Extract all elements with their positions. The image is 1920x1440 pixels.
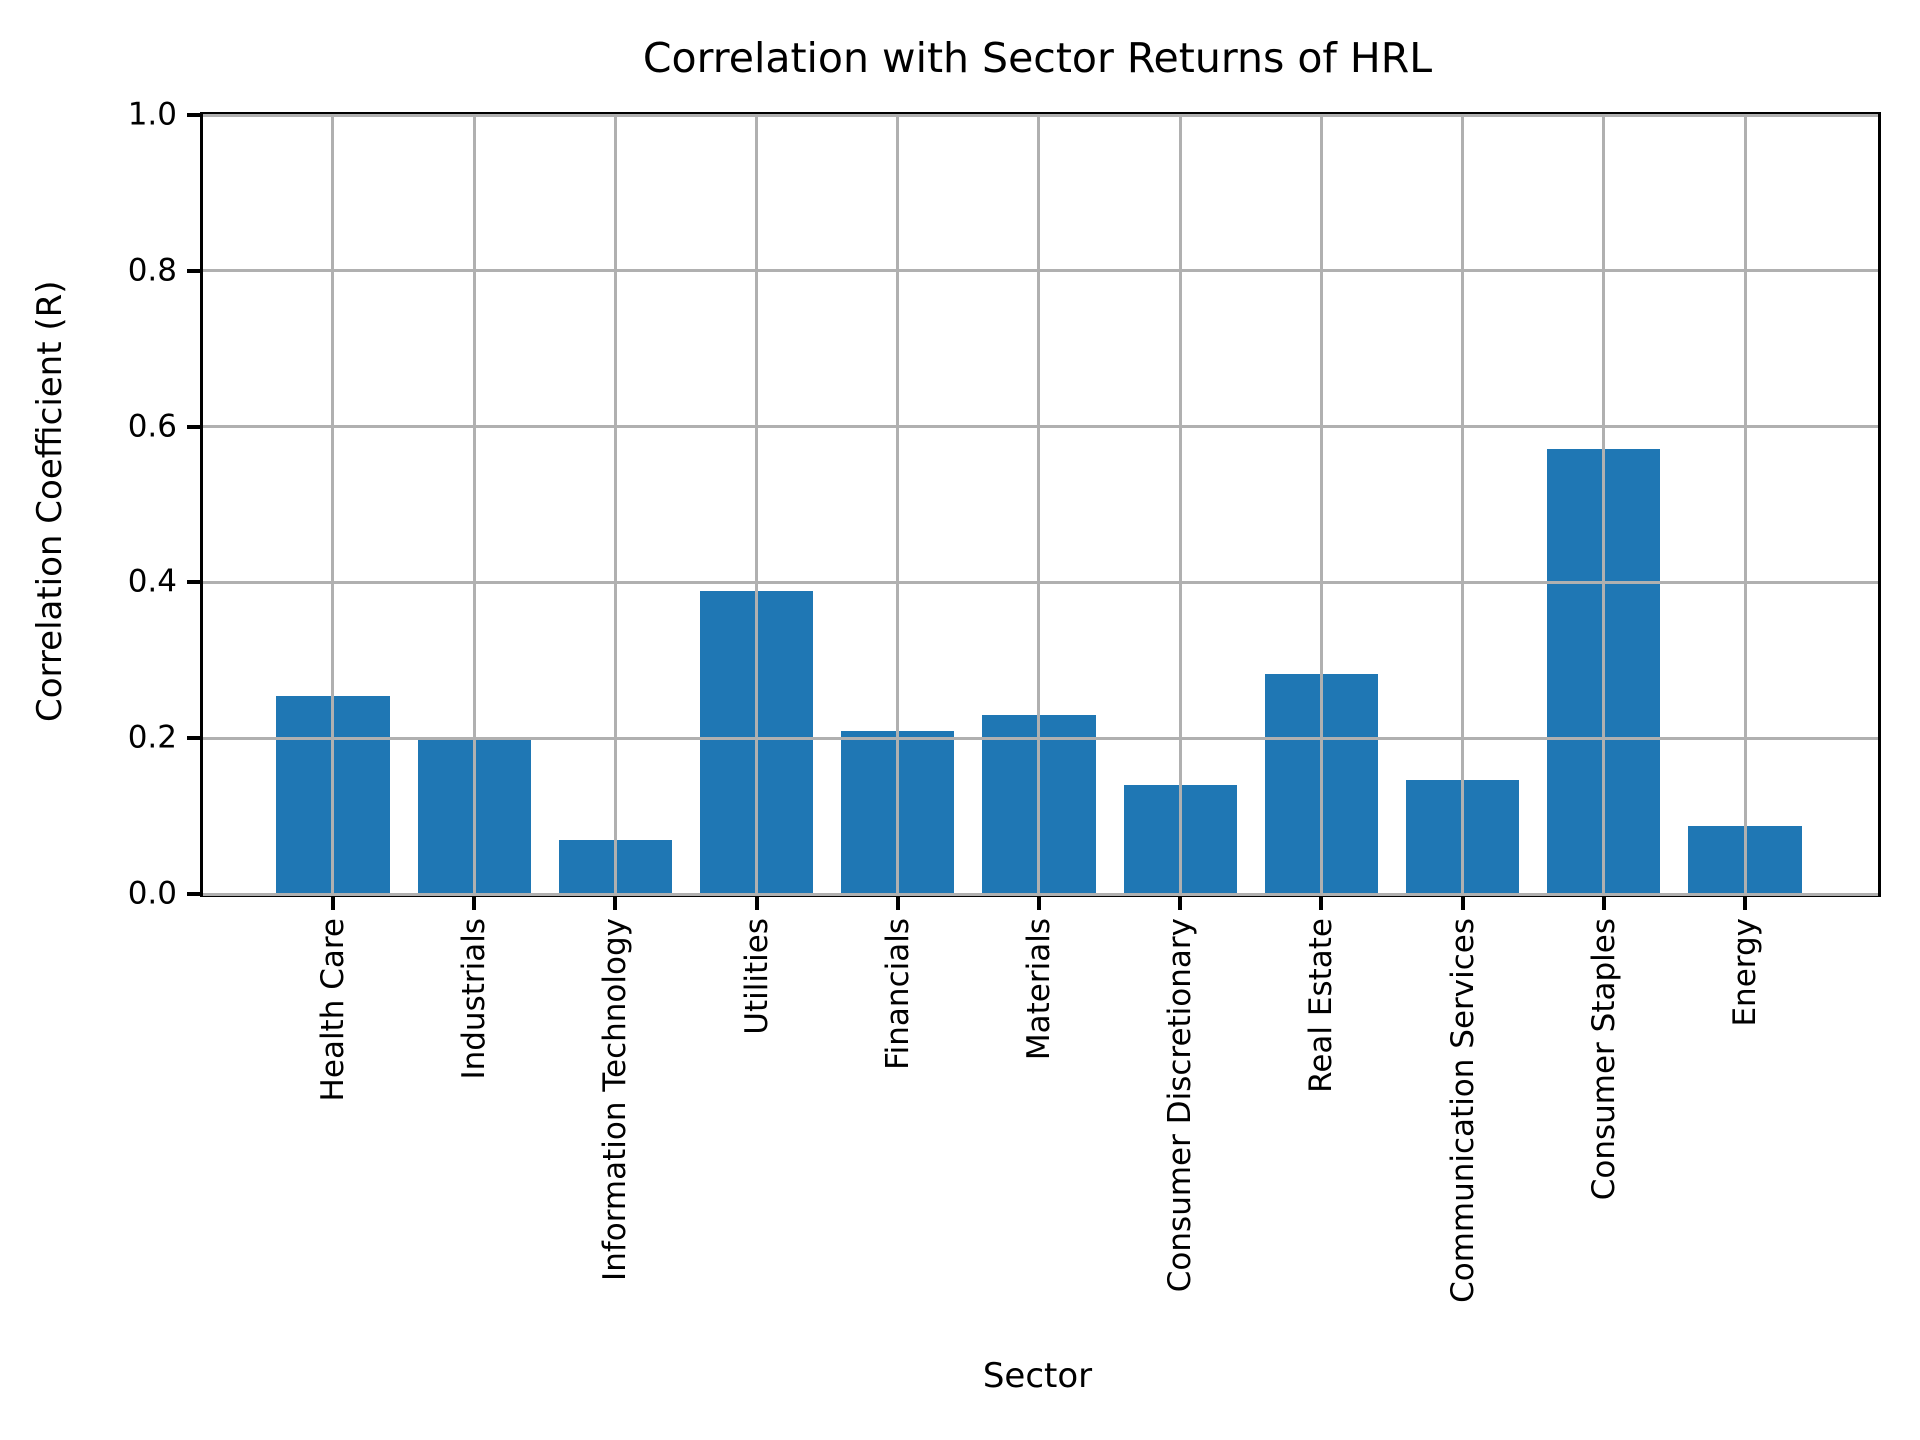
y-tick-label: 0.2 <box>127 719 177 756</box>
x-tick-label: Consumer Discretionary <box>1162 918 1199 1293</box>
x-axis-tick <box>1178 897 1183 910</box>
y-axis-tick <box>187 113 200 117</box>
x-tick-label: Real Estate <box>1303 918 1340 1093</box>
v-gridline <box>1037 115 1041 894</box>
h-gridline <box>203 892 1878 896</box>
x-axis-tick <box>1601 897 1606 910</box>
x-tick-label: Information Technology <box>597 918 634 1281</box>
x-tick-label: Materials <box>1020 918 1057 1061</box>
v-gridline <box>331 115 335 894</box>
y-tick-label: 1.0 <box>127 96 177 133</box>
x-axis-tick <box>1036 897 1041 910</box>
h-gridline <box>203 113 1878 117</box>
v-gridline <box>1319 115 1323 894</box>
x-axis-label: Sector <box>982 1356 1093 1396</box>
h-gridline <box>203 580 1878 584</box>
v-gridline <box>1743 115 1747 894</box>
x-tick-label: Energy <box>1726 918 1763 1027</box>
y-tick-label: 0.4 <box>127 563 177 600</box>
x-axis-tick <box>330 897 335 910</box>
x-tick-label: Communication Services <box>1444 918 1481 1303</box>
plot-area: 0.0 0.2 0.4 0.6 0.8 1.0 Health Care Industrials… <box>128 99 1881 1303</box>
h-gridline <box>203 736 1878 740</box>
x-axis-tick <box>754 897 759 910</box>
x-tick-label: Consumer Staples <box>1585 918 1622 1201</box>
v-gridline <box>896 115 900 894</box>
y-axis-tick <box>187 580 200 585</box>
y-axis-tick <box>187 268 200 273</box>
y-axis-label: Correlation Coefficient (R) <box>30 280 70 723</box>
v-gridline <box>1461 115 1465 894</box>
h-gridline <box>203 425 1878 429</box>
y-tick-label: 0.6 <box>127 408 177 445</box>
x-axis-tick <box>1460 897 1465 910</box>
y-tick-label: 0.8 <box>127 252 177 289</box>
x-tick-label: Industrials <box>456 918 493 1080</box>
v-gridline <box>472 115 476 894</box>
y-axis-tick <box>187 736 200 741</box>
x-tick-label: Financials <box>879 918 916 1070</box>
v-gridline <box>1178 115 1182 894</box>
v-gridline <box>755 115 759 894</box>
x-axis-tick <box>1319 897 1324 910</box>
x-axis-tick <box>613 897 618 910</box>
chart-title: Correlation with Sector Returns of HRL <box>642 34 1433 82</box>
y-axis-tick <box>187 424 200 429</box>
y-tick-label: 0.0 <box>127 875 177 912</box>
x-axis-tick <box>895 897 900 910</box>
v-gridline <box>613 115 617 894</box>
y-axis-tick <box>187 892 200 896</box>
x-tick-label: Utilities <box>738 918 775 1035</box>
h-gridline <box>203 269 1878 273</box>
x-tick-label: Health Care <box>314 918 351 1102</box>
v-gridline <box>1602 115 1606 894</box>
x-axis-tick <box>472 897 477 910</box>
x-axis-tick <box>1743 897 1747 910</box>
